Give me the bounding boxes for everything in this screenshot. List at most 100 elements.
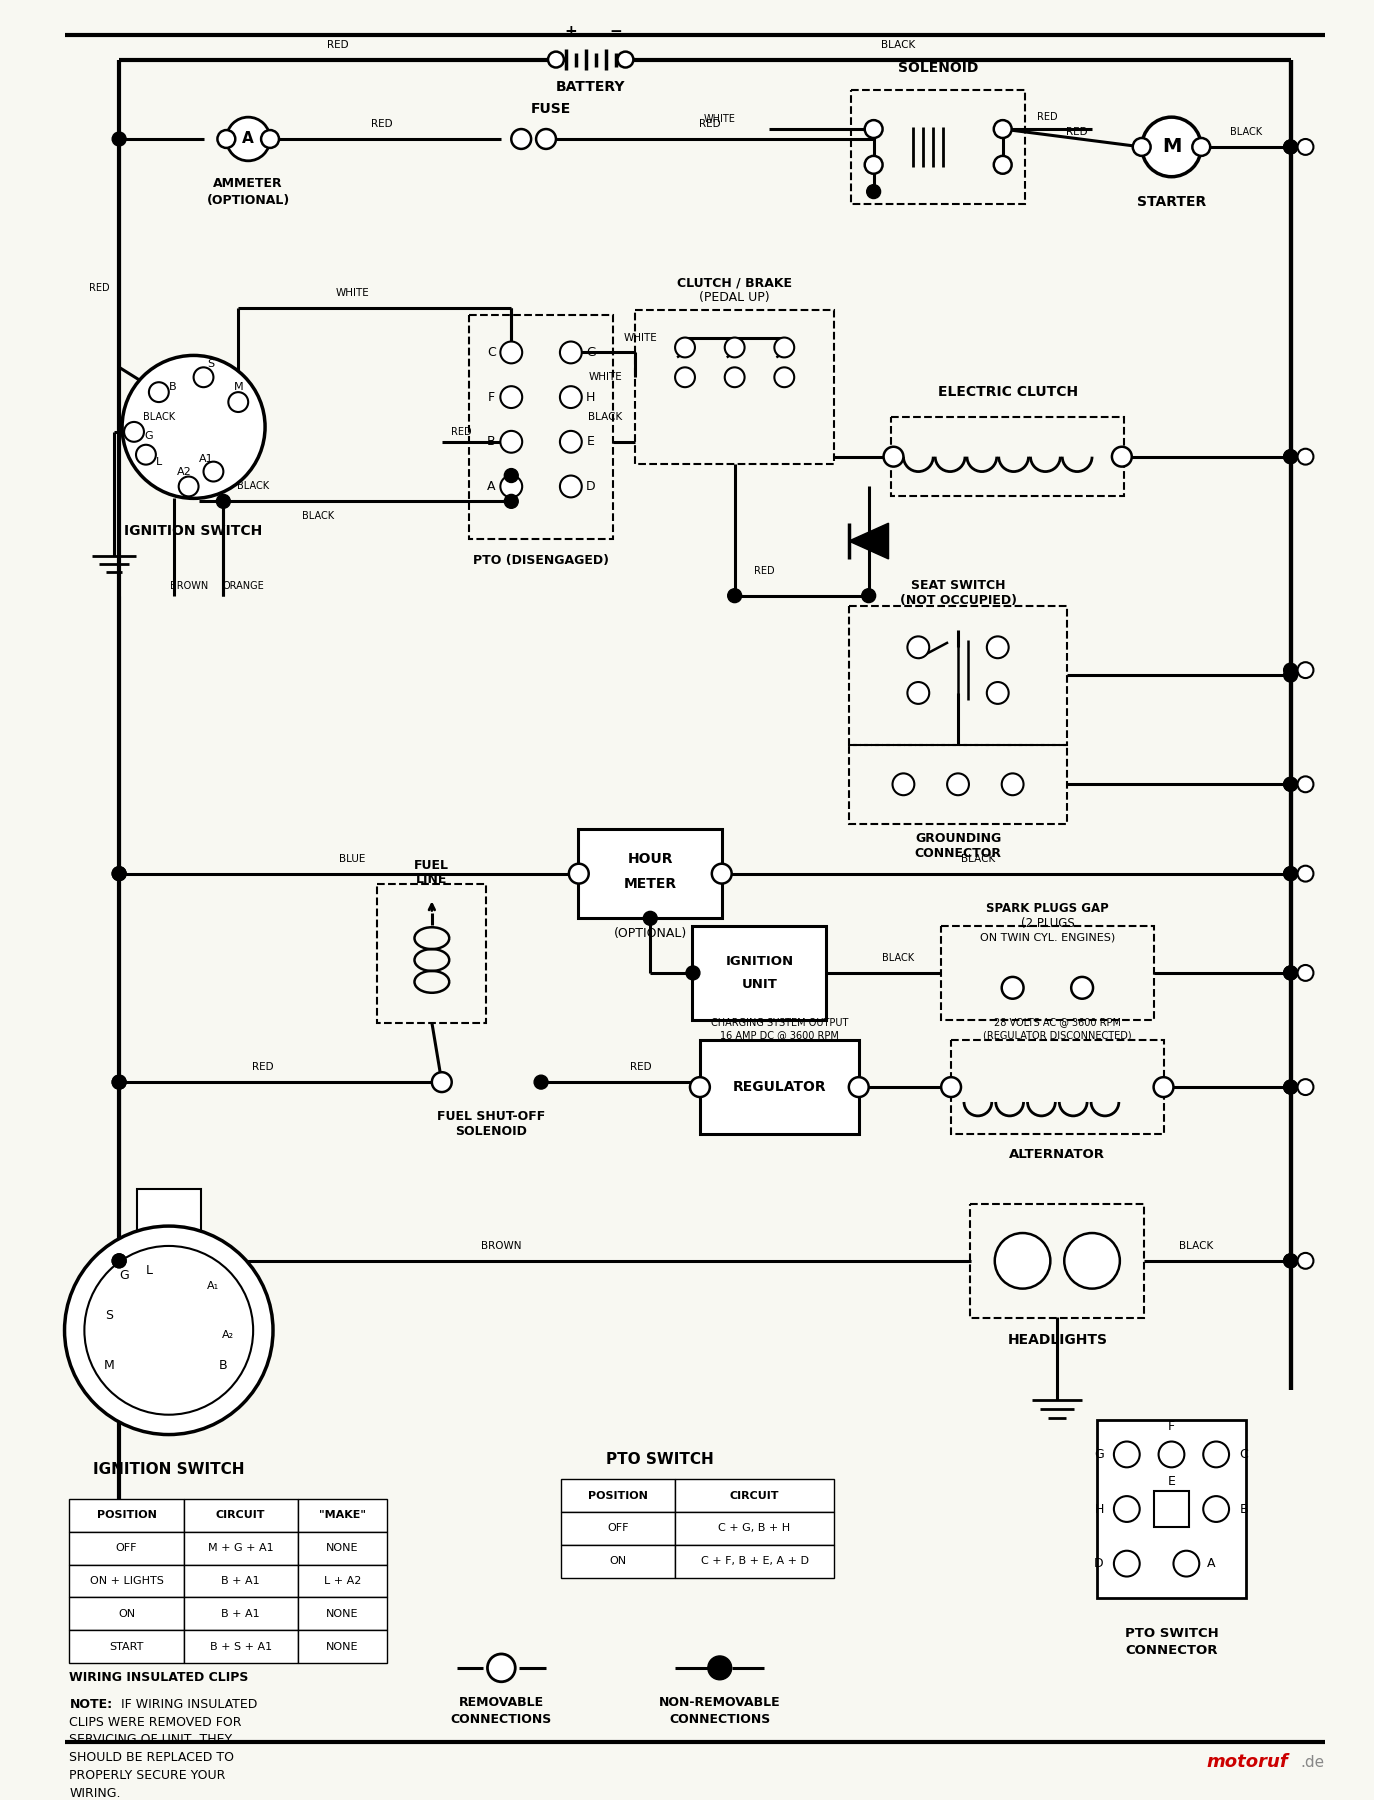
Text: B + A1: B + A1 xyxy=(221,1609,260,1618)
Circle shape xyxy=(1114,1442,1139,1467)
Text: GROUNDING: GROUNDING xyxy=(915,832,1002,846)
Text: PTO SWITCH: PTO SWITCH xyxy=(606,1453,714,1467)
Circle shape xyxy=(690,1076,710,1096)
Text: ON TWIN CYL. ENGINES): ON TWIN CYL. ENGINES) xyxy=(980,932,1116,941)
Circle shape xyxy=(511,130,532,149)
Text: L + A2: L + A2 xyxy=(324,1577,361,1586)
Circle shape xyxy=(500,475,522,497)
Circle shape xyxy=(1297,776,1314,792)
Circle shape xyxy=(504,495,518,508)
Bar xyxy=(561,1480,675,1512)
Circle shape xyxy=(122,355,265,499)
Text: B + S + A1: B + S + A1 xyxy=(210,1642,272,1652)
Text: FUEL SHUT-OFF: FUEL SHUT-OFF xyxy=(437,1111,545,1123)
Circle shape xyxy=(1283,866,1297,880)
Text: −: − xyxy=(609,23,622,40)
Circle shape xyxy=(995,1233,1050,1289)
Text: REGULATOR: REGULATOR xyxy=(732,1080,826,1094)
Circle shape xyxy=(1173,1552,1200,1577)
Bar xyxy=(70,1499,184,1532)
Circle shape xyxy=(675,338,695,358)
Circle shape xyxy=(561,387,581,409)
Text: +: + xyxy=(565,23,577,40)
Text: NONE: NONE xyxy=(326,1609,359,1618)
Circle shape xyxy=(1297,139,1314,155)
Text: B: B xyxy=(218,1359,228,1372)
Circle shape xyxy=(113,1255,126,1267)
Text: E: E xyxy=(587,436,595,448)
Text: LINE: LINE xyxy=(416,873,448,886)
Text: WHITE: WHITE xyxy=(703,113,735,124)
Circle shape xyxy=(1132,139,1150,157)
Bar xyxy=(675,1480,834,1512)
Text: STARTER: STARTER xyxy=(1136,194,1206,209)
Text: CIRCUIT: CIRCUIT xyxy=(216,1510,265,1521)
Circle shape xyxy=(1283,866,1297,880)
Bar xyxy=(852,90,1025,203)
Text: WHITE: WHITE xyxy=(588,373,622,382)
Circle shape xyxy=(1283,1080,1297,1094)
Text: (OPTIONAL): (OPTIONAL) xyxy=(206,194,290,207)
Text: AMMETER: AMMETER xyxy=(213,176,283,191)
Text: 16 AMP DC @ 3600 RPM: 16 AMP DC @ 3600 RPM xyxy=(720,1030,838,1040)
Text: SERVICING OF UNIT, THEY: SERVICING OF UNIT, THEY xyxy=(70,1733,232,1746)
Bar xyxy=(298,1564,387,1597)
Bar xyxy=(70,1631,184,1663)
Bar xyxy=(635,310,834,464)
Text: BATTERY: BATTERY xyxy=(556,81,625,94)
Circle shape xyxy=(993,157,1011,175)
Bar xyxy=(561,1512,675,1544)
Text: A1: A1 xyxy=(199,454,213,464)
Circle shape xyxy=(643,911,657,925)
Text: CONNECTOR: CONNECTOR xyxy=(1125,1645,1217,1658)
Text: G: G xyxy=(585,346,595,358)
Circle shape xyxy=(569,864,588,884)
Bar xyxy=(561,1544,675,1577)
Text: WHITE: WHITE xyxy=(335,288,370,297)
Text: A: A xyxy=(242,131,254,146)
Text: BROWN: BROWN xyxy=(169,581,207,590)
Text: motoruf: motoruf xyxy=(1206,1753,1287,1771)
Circle shape xyxy=(1114,1552,1139,1577)
Text: B: B xyxy=(169,382,177,392)
Circle shape xyxy=(1283,778,1297,792)
Text: .de: .de xyxy=(1301,1755,1325,1769)
Text: BLACK: BLACK xyxy=(238,481,269,491)
Circle shape xyxy=(712,864,732,884)
Circle shape xyxy=(728,589,742,603)
Text: (OPTIONAL): (OPTIONAL) xyxy=(614,927,687,940)
Bar xyxy=(699,1040,859,1134)
Circle shape xyxy=(113,1255,126,1267)
Text: SOLENOID: SOLENOID xyxy=(899,61,978,74)
Text: START: START xyxy=(110,1642,144,1652)
Text: FUEL: FUEL xyxy=(415,859,449,873)
Circle shape xyxy=(561,475,581,497)
Text: E: E xyxy=(1168,1474,1175,1489)
Text: D: D xyxy=(1094,1557,1103,1570)
Text: RED: RED xyxy=(1066,128,1088,137)
Text: (NOT OCCUPIED): (NOT OCCUPIED) xyxy=(900,594,1017,607)
Bar xyxy=(849,745,1068,824)
Circle shape xyxy=(1297,1253,1314,1269)
Circle shape xyxy=(708,1656,732,1679)
Text: M + G + A1: M + G + A1 xyxy=(207,1543,273,1553)
Circle shape xyxy=(1154,1076,1173,1096)
Text: RED: RED xyxy=(699,119,720,130)
Circle shape xyxy=(1283,967,1297,979)
Bar xyxy=(184,1597,298,1631)
Circle shape xyxy=(686,967,699,979)
Circle shape xyxy=(1114,1496,1139,1523)
Text: S: S xyxy=(207,360,214,369)
Text: ALTERNATOR: ALTERNATOR xyxy=(1010,1148,1105,1161)
Circle shape xyxy=(864,157,882,175)
Text: NONE: NONE xyxy=(326,1642,359,1652)
Circle shape xyxy=(1297,1080,1314,1094)
Circle shape xyxy=(113,1075,126,1089)
Text: UNIT: UNIT xyxy=(742,979,778,992)
Text: G: G xyxy=(144,430,153,441)
Text: A₂: A₂ xyxy=(223,1330,235,1341)
Text: PTO (DISENGAGED): PTO (DISENGAGED) xyxy=(473,554,609,567)
Circle shape xyxy=(1297,662,1314,679)
Text: RED: RED xyxy=(253,1062,273,1073)
Text: A: A xyxy=(1206,1557,1216,1570)
